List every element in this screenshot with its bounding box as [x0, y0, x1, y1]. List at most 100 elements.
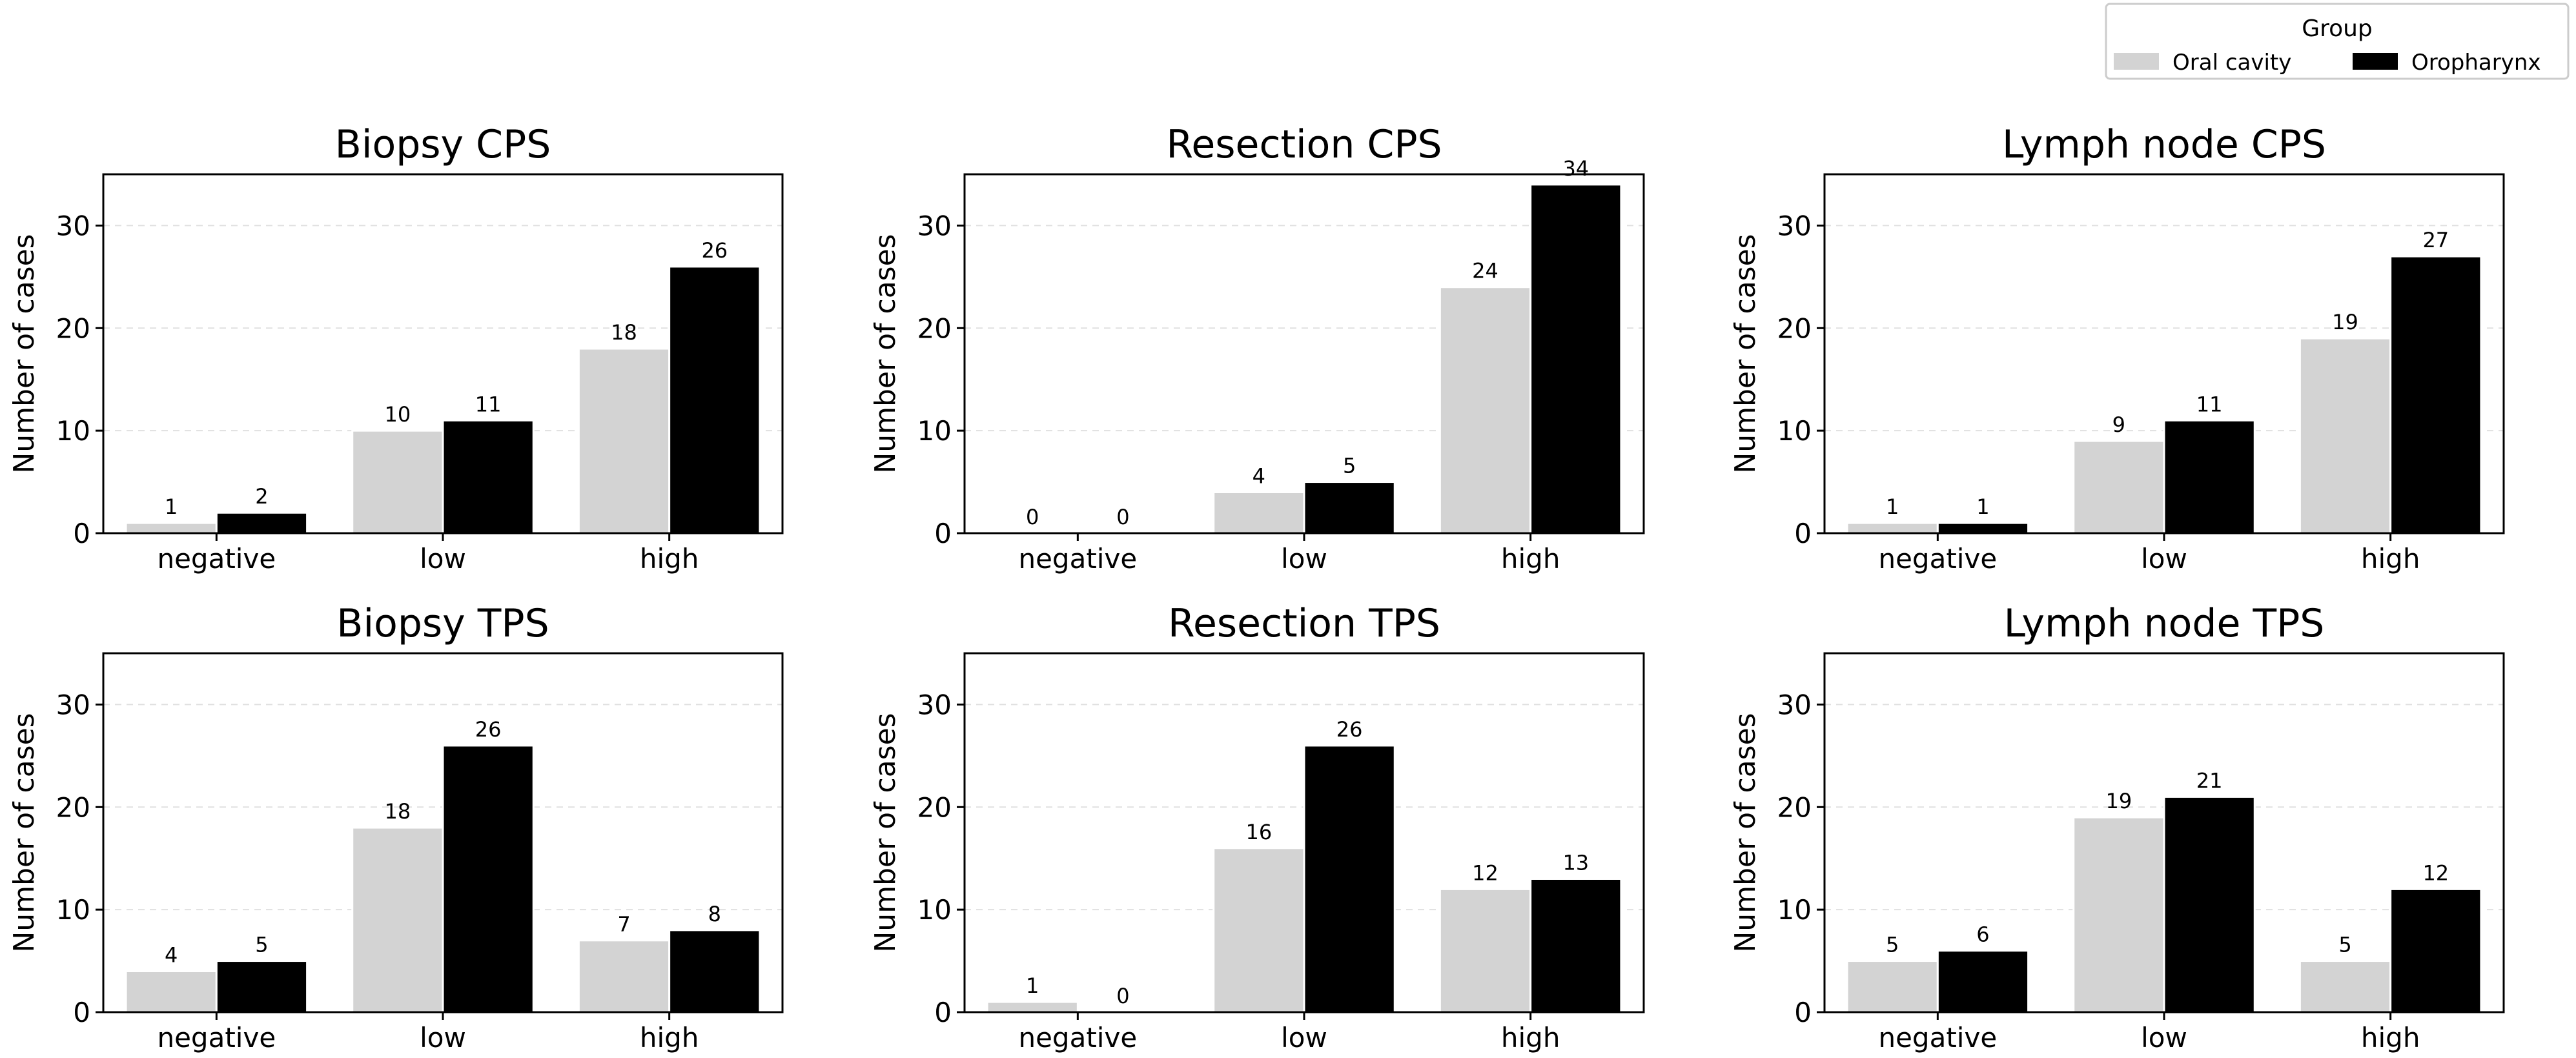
biopsy-cps-ylabel: Number of cases [8, 234, 41, 473]
resection-cps-xtick-label: low [1281, 543, 1327, 575]
lymph-node-cps-bar-oropharynx-high [2389, 255, 2482, 534]
resection-tps-data-label: 16 [1246, 820, 1273, 844]
resection-cps-bar-oral-cavity-low [1212, 491, 1305, 534]
resection-cps-ylabel: Number of cases [869, 234, 902, 473]
resection-tps-ytick-label: 30 [917, 689, 952, 720]
legend-swatch-oropharynx [2353, 53, 2398, 70]
lymph-node-cps-bar-oral-cavity-negative [1846, 522, 1939, 534]
resection-cps-data-label: 0 [1116, 505, 1129, 529]
biopsy-cps-data-label: 10 [385, 402, 411, 427]
biopsy-tps-ytick-label: 0 [73, 997, 90, 1028]
lymph-node-tps-data-label: 6 [1976, 922, 1989, 947]
resection-tps-ytick-label: 20 [917, 791, 952, 823]
biopsy-cps-xtick-label: low [420, 543, 466, 575]
lymph-node-tps-bar-oropharynx-negative [1936, 950, 2030, 1013]
biopsy-tps-bar-oropharynx-negative [215, 960, 309, 1013]
lymph-node-cps-data-label: 9 [2112, 412, 2125, 437]
lymph-node-tps-xtick-label: negative [1878, 1022, 1997, 1053]
lymph-node-cps-bar-oral-cavity-low [2072, 440, 2165, 534]
resection-cps-bar-oropharynx-low [1303, 481, 1396, 534]
biopsy-cps-ytick-label: 30 [56, 210, 90, 241]
lymph-node-tps-bar-oropharynx-low [2163, 795, 2256, 1013]
biopsy-cps-data-label: 2 [255, 484, 268, 509]
lymph-node-cps-data-label: 19 [2332, 310, 2358, 334]
resection-tps-bar-oral-cavity-high [1438, 888, 1532, 1013]
biopsy-cps-xtick-label: high [640, 543, 699, 575]
lymph-node-tps-data-label: 12 [2422, 860, 2449, 885]
lymph-node-tps-ytick-label: 30 [1777, 689, 1812, 720]
lymph-node-cps-data-label: 1 [1976, 494, 1989, 519]
biopsy-tps-panel: 4 18 7 5 26 8 0 10 20 30 negative low high Biopsy TPS… [8, 601, 784, 1053]
lymph-node-cps-ylabel: Number of cases [1729, 234, 1762, 473]
resection-cps-ytick-label: 0 [934, 518, 952, 549]
lymph-node-cps-xtick-label: negative [1878, 543, 1997, 575]
resection-tps-title: Resection TPS [1168, 601, 1440, 646]
biopsy-tps-data-label: 8 [708, 902, 721, 926]
biopsy-tps-bar-oral-cavity-high [577, 939, 671, 1013]
resection-tps-xtick-label: high [1501, 1022, 1560, 1053]
biopsy-cps-data-label: 11 [475, 392, 502, 416]
biopsy-tps-xtick-label: high [640, 1022, 699, 1053]
lymph-node-tps-ytick-label: 0 [1794, 997, 1812, 1028]
biopsy-cps-bar-oral-cavity-high [577, 347, 671, 534]
resection-tps-bar-oral-cavity-low [1212, 847, 1305, 1013]
resection-tps-xtick-label: low [1281, 1022, 1327, 1053]
resection-tps-ylabel: Number of cases [869, 713, 902, 952]
lymph-node-tps-ylabel: Number of cases [1729, 713, 1762, 952]
resection-cps-data-label: 0 [1026, 505, 1039, 529]
resection-cps-ytick-label: 30 [917, 210, 952, 241]
resection-cps-ytick-label: 10 [917, 415, 952, 447]
biopsy-tps-data-label: 7 [617, 912, 630, 937]
biopsy-tps-bar-oropharynx-high [668, 929, 761, 1013]
biopsy-tps-data-label: 18 [385, 799, 411, 824]
legend-swatch-oral-cavity [2114, 53, 2159, 70]
resection-cps-ytick-label: 20 [917, 312, 952, 344]
lymph-node-tps-data-label: 5 [2338, 933, 2351, 957]
biopsy-tps-bar-oral-cavity-negative [125, 970, 218, 1013]
resection-cps-title: Resection CPS [1166, 122, 1442, 167]
legend-title: Group [2302, 15, 2373, 42]
lymph-node-tps-bar-oral-cavity-negative [1846, 960, 1939, 1013]
resection-tps-data-label: 1 [1026, 973, 1039, 998]
lymph-node-cps-bar-oropharynx-low [2163, 419, 2256, 534]
resection-tps-xtick-label: negative [1018, 1022, 1137, 1053]
biopsy-cps-data-label: 1 [165, 494, 178, 519]
lymph-node-tps-bar-oral-cavity-low [2072, 816, 2165, 1013]
lymph-node-cps-data-label: 11 [2196, 392, 2223, 416]
legend: Group Oral cavity Oropharynx [2105, 3, 2570, 80]
biopsy-tps-ytick-label: 20 [56, 791, 90, 823]
biopsy-cps-bar-oropharynx-high [668, 265, 761, 534]
resection-cps-data-label: 34 [1562, 156, 1589, 181]
biopsy-tps-data-label: 4 [165, 942, 178, 967]
lymph-node-tps-ytick-label: 10 [1777, 894, 1812, 926]
biopsy-cps-bar-oropharynx-negative [215, 511, 309, 534]
resection-tps-data-label: 12 [1472, 860, 1498, 885]
biopsy-tps-ylabel: Number of cases [8, 713, 41, 952]
legend-label-oropharynx: Oropharynx [2411, 50, 2541, 76]
resection-cps-panel: 0 4 24 0 5 34 0 10 20 30 negative low high Resection … [869, 122, 1645, 575]
biopsy-cps-title: Biopsy CPS [335, 122, 551, 167]
lymph-node-tps-panel: 5 19 5 6 21 12 0 10 20 30 negative low high Lymph nod… [1729, 601, 2505, 1053]
lymph-node-cps-title: Lymph node CPS [2002, 122, 2326, 167]
resection-tps-ytick-label: 0 [934, 997, 952, 1028]
resection-cps-bar-oral-cavity-high [1438, 286, 1532, 534]
resection-tps-ytick-label: 10 [917, 894, 952, 926]
biopsy-cps-ytick-label: 10 [56, 415, 90, 447]
lymph-node-cps-data-label: 1 [1886, 494, 1899, 519]
biopsy-tps-bar-oral-cavity-low [351, 826, 444, 1013]
legend-frame [2105, 3, 2570, 80]
resection-tps-data-label: 13 [1562, 850, 1589, 875]
biopsy-tps-title: Biopsy TPS [336, 601, 549, 646]
biopsy-cps-bar-oral-cavity-low [351, 429, 444, 534]
resection-cps-bar-oropharynx-high [1529, 183, 1622, 534]
resection-tps-data-label: 26 [1336, 717, 1363, 742]
lymph-node-tps-ytick-label: 20 [1777, 791, 1812, 823]
resection-tps-bar-oropharynx-high [1529, 877, 1622, 1013]
resection-tps-data-label: 0 [1116, 984, 1129, 1008]
biopsy-tps-ytick-label: 10 [56, 894, 90, 926]
biopsy-cps-ytick-label: 0 [73, 518, 90, 549]
resection-tps-panel: 1 16 12 0 26 13 0 10 20 30 negative low high Resectio… [869, 601, 1645, 1053]
lymph-node-tps-xtick-label: high [2361, 1022, 2420, 1053]
